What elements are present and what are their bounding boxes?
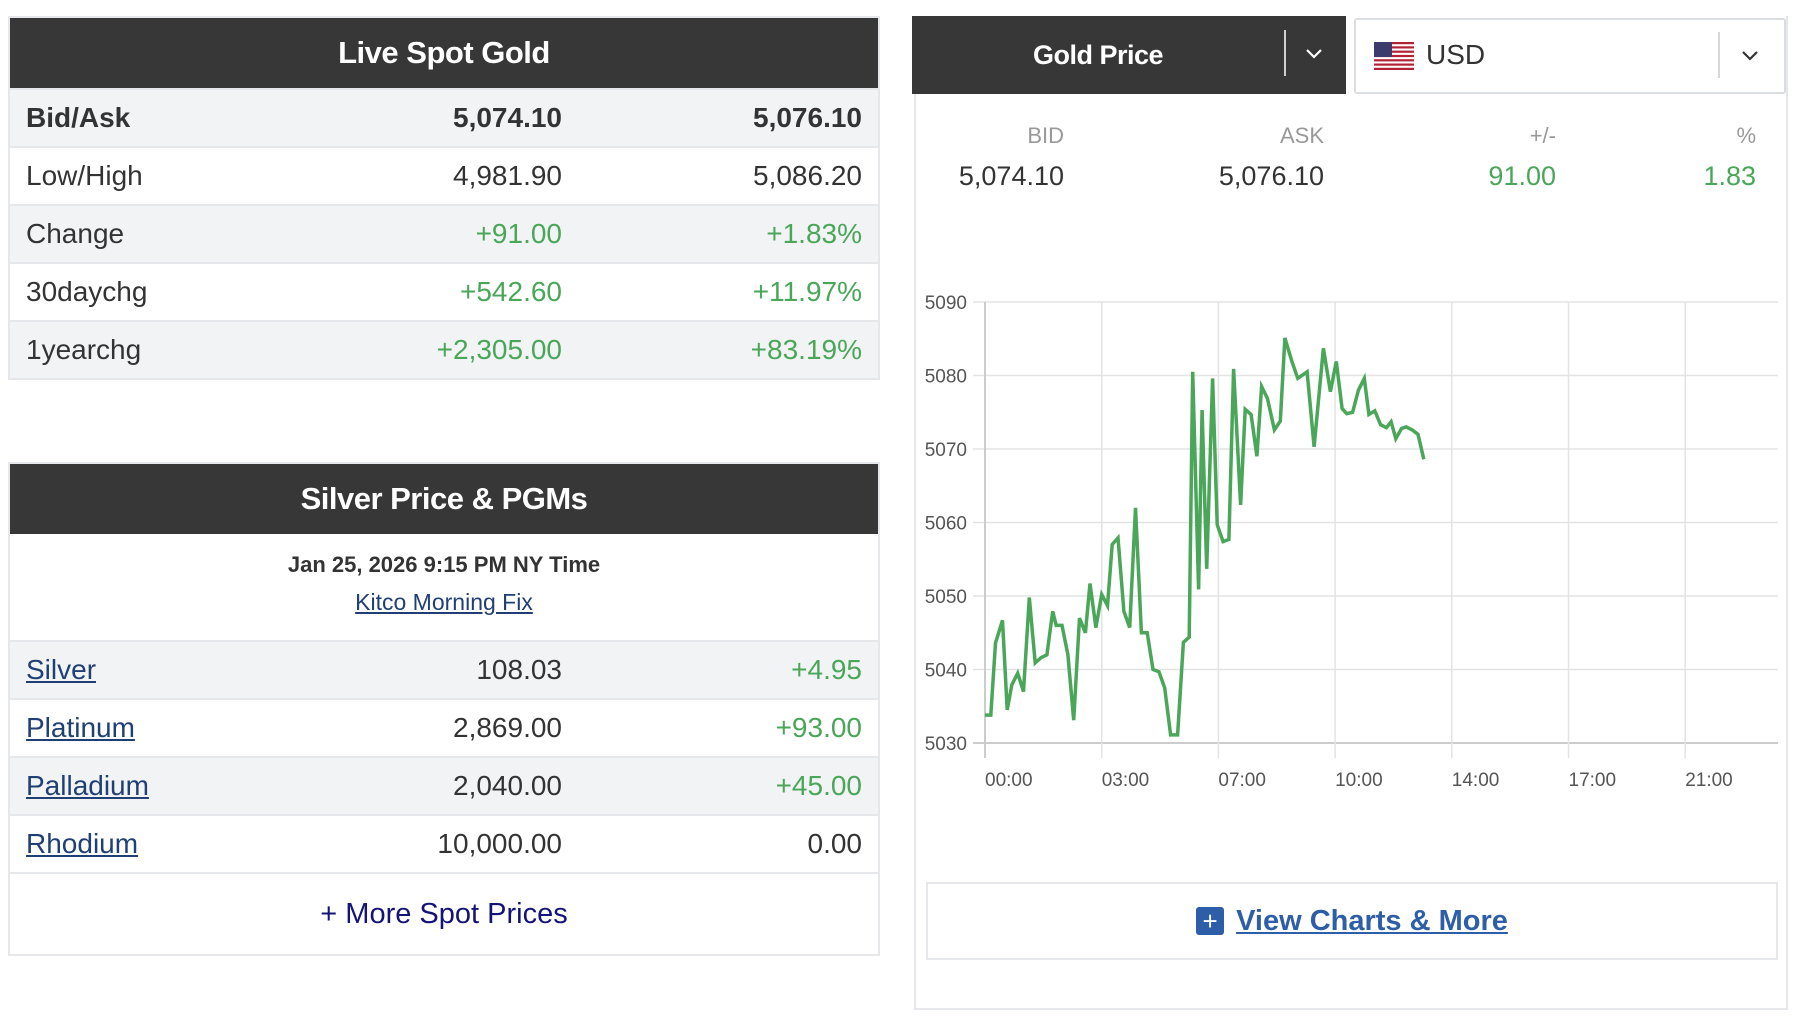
ask-quote: ASK 5,076.10: [1116, 116, 1324, 196]
row-label: Low/High: [26, 160, 143, 191]
divider: [1718, 32, 1720, 78]
divider: [1284, 30, 1286, 76]
view-charts-link[interactable]: View Charts & More: [1236, 904, 1508, 937]
x-tick-label: 10:00: [1335, 770, 1383, 791]
live-spot-gold-panel: Live Spot Gold Bid/Ask 5,074.10 5,076.10 Lo…: [8, 16, 880, 380]
row-value-2: +11.97%: [752, 276, 862, 307]
bid-label: BID: [1027, 123, 1064, 148]
percent-label: %: [1736, 123, 1756, 148]
chevron-down-icon[interactable]: [1300, 40, 1328, 68]
plus-icon: +: [1196, 907, 1225, 935]
metal-link[interactable]: Silver: [26, 654, 97, 685]
view-charts-button[interactable]: + View Charts & More: [926, 882, 1778, 960]
percent-value: 1.83: [1703, 161, 1756, 191]
silver-timestamp: Jan 25, 2026 9:15 PM NY Time: [287, 552, 601, 577]
metal-row: Rhodium 10,000.00 0.00: [10, 814, 878, 872]
gold-row: 1yearchg +2,305.00 +83.19%: [10, 320, 878, 378]
silver-meta: Jan 25, 2026 9:15 PM NY Time Kitco Morni…: [10, 534, 878, 640]
row-value-2: 5,086.20: [753, 160, 862, 191]
metal-row: Platinum 2,869.00 +93.00: [10, 698, 878, 756]
currency-select[interactable]: USD: [1354, 18, 1786, 94]
price-line: [985, 337, 1426, 737]
x-tick-label: 07:00: [1218, 770, 1266, 791]
row-value-1: +2,305.00: [436, 334, 562, 365]
gold-price-chart: 5030 5040 5050 5060 5070 5080 5090 00:00 03:00 07…: [925, 293, 1778, 791]
gold-row: Change +91.00 +1.83%: [10, 204, 878, 262]
metal-price: 10,000.00: [437, 828, 562, 859]
y-tick-label: 5080: [925, 367, 967, 388]
x-tick-label: 14:00: [1452, 770, 1500, 791]
chart-toolbar: Gold Price USD: [912, 16, 1786, 94]
metal-link[interactable]: Platinum: [26, 712, 135, 743]
metal-link[interactable]: Rhodium: [26, 828, 139, 859]
gold-row: 30daychg +542.60 +11.97%: [10, 262, 878, 320]
row-value-1: 5,074.10: [453, 102, 562, 133]
row-label: Change: [26, 218, 125, 249]
more-spot-prices-link[interactable]: + More Spot Prices: [10, 872, 878, 954]
x-tick-label: 00:00: [985, 770, 1033, 791]
row-value-1: 4,981.90: [453, 160, 562, 191]
percent-quote: % 1.83: [1556, 116, 1756, 196]
currency-select-value: USD: [1426, 39, 1486, 70]
metal-price: 2,040.00: [453, 770, 562, 801]
ask-label: ASK: [1279, 123, 1324, 148]
metal-row: Silver 108.03 +4.95: [10, 640, 878, 698]
change-value: 91.00: [1488, 161, 1556, 191]
chevron-down-icon[interactable]: [1736, 42, 1764, 70]
change-quote: +/- 91.00: [1356, 116, 1556, 196]
x-tick-label: 03:00: [1102, 770, 1150, 791]
row-value-2: +83.19%: [750, 334, 862, 365]
row-label: Bid/Ask: [26, 102, 131, 133]
ask-value: 5,076.10: [1218, 161, 1324, 191]
metal-price: 108.03: [476, 654, 562, 685]
y-tick-label: 5030: [925, 734, 967, 755]
metal-change: +45.00: [775, 770, 862, 801]
y-tick-label: 5050: [925, 587, 967, 608]
change-label: +/-: [1529, 123, 1556, 148]
y-tick-label: 5070: [925, 440, 967, 461]
metal-change: +4.95: [791, 654, 862, 685]
metal-select[interactable]: Gold Price: [912, 16, 1346, 94]
bid-quote: BID 5,074.10: [916, 116, 1064, 196]
metal-select-value: Gold Price: [1032, 40, 1164, 70]
row-value-1: +542.60: [460, 276, 562, 307]
x-tick-label: 17:00: [1569, 770, 1617, 791]
row-value-2: 5,076.10: [753, 102, 862, 133]
silver-pgms-title: Silver Price & PGMs: [10, 464, 878, 534]
gold-row: Bid/Ask 5,074.10 5,076.10: [10, 88, 878, 146]
silver-pgms-panel: Silver Price & PGMs Jan 25, 2026 9:15 PM…: [8, 462, 880, 956]
metal-change: +93.00: [775, 712, 862, 743]
kitco-morning-fix-link[interactable]: Kitco Morning Fix: [355, 589, 533, 615]
quote-summary: BID 5,074.10 ASK 5,076.10 +/- 91.00 % 1.…: [916, 116, 1790, 226]
row-value-2: +1.83%: [766, 218, 862, 249]
gold-price-chart-panel: Gold Price USD BID 5,07: [912, 16, 1790, 1010]
y-tick-label: 5090: [925, 293, 967, 314]
gold-row: Low/High 4,981.90 5,086.20: [10, 146, 878, 204]
metal-price: 2,869.00: [453, 712, 562, 743]
y-tick-label: 5060: [925, 514, 967, 535]
metal-change: 0.00: [807, 828, 863, 859]
metal-link[interactable]: Palladium: [26, 770, 149, 801]
row-label: 30daychg: [26, 276, 148, 307]
metal-row: Palladium 2,040.00 +45.00: [10, 756, 878, 814]
x-tick-label: 21:00: [1685, 770, 1733, 791]
live-spot-gold-title: Live Spot Gold: [10, 18, 878, 88]
us-flag-icon: [1374, 42, 1414, 70]
bid-value: 5,074.10: [958, 161, 1064, 191]
y-tick-label: 5040: [925, 661, 967, 682]
row-value-1: +91.00: [475, 218, 562, 249]
row-label: 1yearchg: [26, 334, 142, 365]
